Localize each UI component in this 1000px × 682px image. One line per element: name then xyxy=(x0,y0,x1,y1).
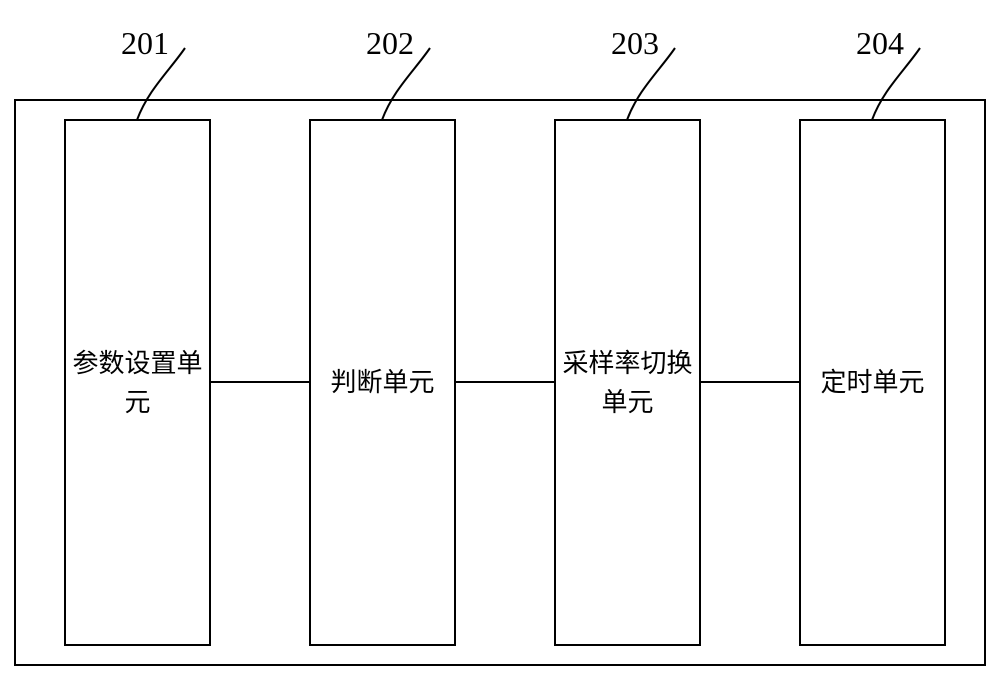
block-label-201: 参数设置单元 xyxy=(65,120,210,645)
block-label-204: 定时单元 xyxy=(800,120,945,645)
block-label-203: 采样率切换单元 xyxy=(555,120,700,645)
ref-label-202: 202 xyxy=(350,25,430,62)
ref-label-204: 204 xyxy=(840,25,920,62)
ref-label-201: 201 xyxy=(105,25,185,62)
block-label-202: 判断单元 xyxy=(310,120,455,645)
ref-label-203: 203 xyxy=(595,25,675,62)
